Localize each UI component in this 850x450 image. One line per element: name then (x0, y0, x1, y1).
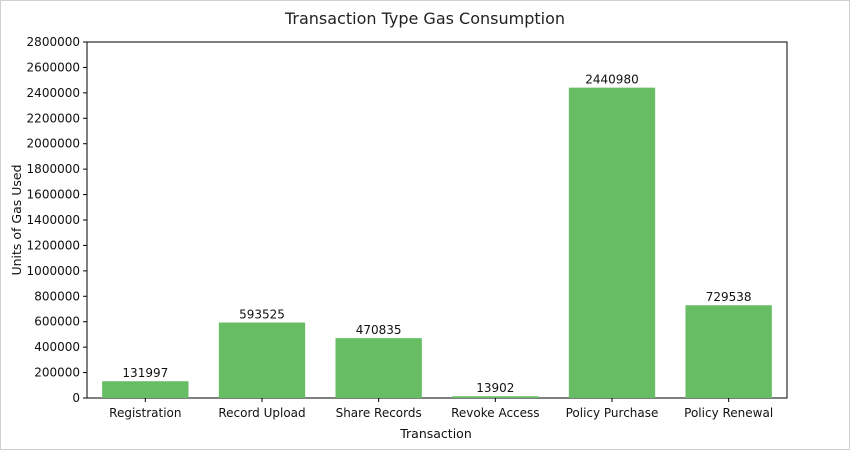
y-tick-label: 2200000 (27, 111, 80, 125)
bar (568, 87, 656, 399)
y-tick-label: 200000 (34, 366, 80, 380)
x-axis-label: Transaction (399, 426, 472, 441)
bar (452, 396, 539, 398)
x-tick-label: Registration (109, 406, 181, 420)
x-tick-label: Revoke Access (451, 406, 539, 420)
bar-value-label: 470835 (356, 323, 402, 337)
bar-value-label: 2440980 (585, 73, 638, 87)
x-tick-label: Policy Renewal (684, 406, 773, 420)
bar-value-label: 13902 (476, 381, 514, 395)
y-tick-label: 1600000 (27, 188, 80, 202)
y-tick-label: 1400000 (27, 213, 80, 227)
y-axis-label: Units of Gas Used (9, 164, 24, 275)
bar-value-label: 729538 (706, 290, 752, 304)
y-tick-label: 800000 (34, 289, 80, 303)
bar (335, 338, 422, 398)
bar-value-label: 131997 (122, 366, 168, 380)
bar (218, 322, 306, 398)
y-tick-label: 2000000 (27, 137, 80, 151)
y-tick-label: 2400000 (27, 86, 80, 100)
plot-area: 0 200000 400000 600000 800000 1000000 1200000 1… (27, 35, 788, 420)
x-tick-label: Record Upload (218, 406, 305, 420)
y-tick-label: 1200000 (27, 238, 80, 252)
y-tick-label: 2800000 (27, 35, 80, 49)
x-tick-label: Policy Purchase (566, 406, 659, 420)
x-tick-label: Share Records (336, 406, 422, 420)
y-tick-label: 1000000 (27, 264, 80, 278)
bar (102, 381, 189, 398)
y-tick-label: 400000 (34, 340, 80, 354)
chart-title: Transaction Type Gas Consumption (284, 9, 565, 28)
bar (685, 305, 772, 398)
plot-border (86, 41, 788, 399)
y-tick-label: 1800000 (27, 162, 80, 176)
y-tick-label: 2600000 (27, 60, 80, 74)
bar-value-label: 593525 (239, 308, 285, 322)
y-tick-label: 600000 (34, 315, 80, 329)
y-tick-label: 0 (72, 391, 80, 405)
